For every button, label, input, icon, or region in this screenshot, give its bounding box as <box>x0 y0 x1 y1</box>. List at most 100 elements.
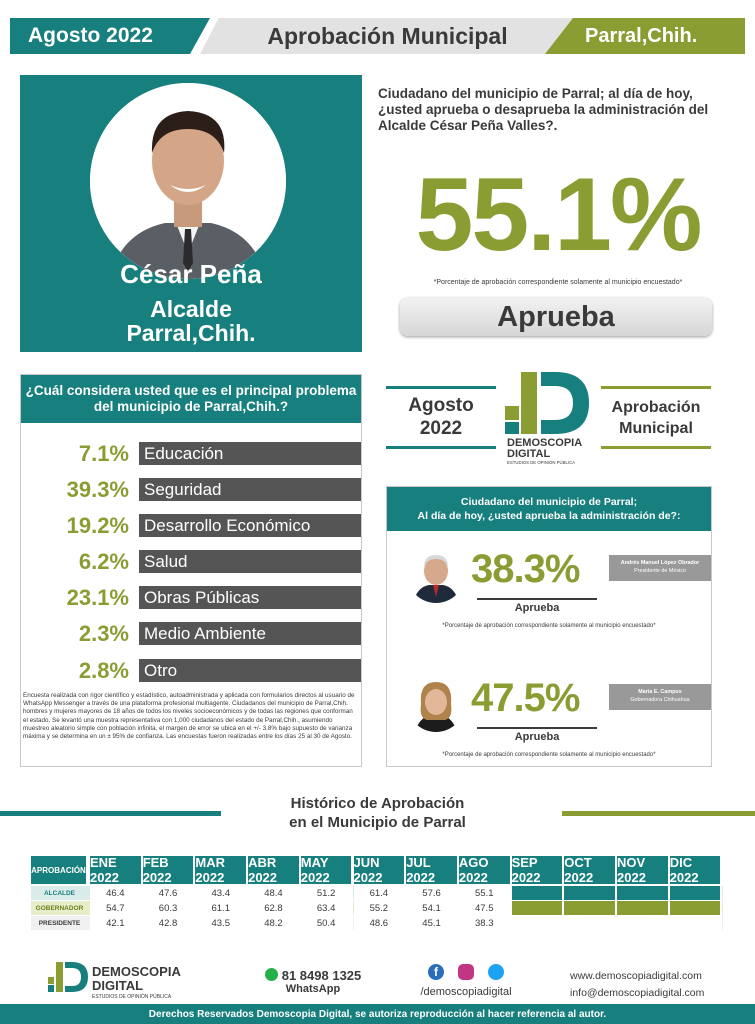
history-cell: 54.7 <box>90 901 143 915</box>
history-month-header: OCT 2022 <box>564 855 617 885</box>
history-cell: 47.5 <box>458 901 512 915</box>
history-cell <box>617 901 670 915</box>
history-cell: 55.1 <box>458 886 512 900</box>
problem-label: Obras Públicas <box>139 586 361 609</box>
survey-type-block: Aprobación Municipal <box>601 386 711 449</box>
problem-percent: 19.2% <box>66 513 129 538</box>
problem-label: Educación <box>139 442 361 465</box>
history-cell <box>669 916 723 930</box>
problem-label: Medio Ambiente <box>139 622 361 645</box>
mayor-profile-card: César Peña Alcalde Parral,Chih. <box>20 75 362 352</box>
history-cell: 47.6 <box>142 886 196 900</box>
history-month-header: SEP 2022 <box>511 855 565 885</box>
mayor-name: César Peña <box>120 259 262 289</box>
header-city: Parral,Chih. <box>545 18 745 54</box>
history-cell: 62.8 <box>248 901 301 915</box>
mayor-role: Alcalde Parral,Chih. <box>20 297 362 345</box>
header-banner: Agosto 2022 Aprobación Municipal Parral,… <box>10 18 745 54</box>
logo-name: DEMOSCOPIA <box>507 437 582 449</box>
rights-bar: Derechos Reservados Demoscopia Digital, … <box>0 1004 755 1024</box>
demoscopia-logo: DEMOSCOPIA DIGITAL ESTUDIOS DE OPINIÓN P… <box>505 372 593 466</box>
history-month-header: MAY 2022 <box>300 855 354 885</box>
instagram-icon[interactable] <box>458 964 474 980</box>
problem-percent: 39.3% <box>66 477 129 502</box>
footer-contact: www.demoscopiadigital.com info@demoscopi… <box>570 968 740 1002</box>
history-row-presidente: PRESIDENTE 42.1 42.8 43.5 48.2 50.4 48.6 45.1 3… <box>31 916 723 930</box>
history-cell: 38.3 <box>458 916 512 930</box>
survey-type-1: Aprobación <box>611 399 701 416</box>
history-cell: 61.4 <box>353 886 407 900</box>
history-cell: 57.6 <box>406 886 459 900</box>
governor-percent: 47.5% <box>471 676 580 720</box>
mayor-photo <box>90 83 286 279</box>
problem-label: Salud <box>139 550 361 573</box>
president-approval: 38.3% Aprueba Andrés Manuel López Obrado… <box>387 545 711 635</box>
approval-note: *Porcentaje de aprobación correspondient… <box>433 279 683 286</box>
history-cell <box>669 901 723 915</box>
governor-approval: 47.5% Aprueba María E. Campos Gobernador… <box>387 674 711 764</box>
history-divider-left <box>0 811 221 816</box>
twitter-icon[interactable] <box>488 964 504 980</box>
history-cell: 48.2 <box>248 916 301 930</box>
history-cell: 42.8 <box>142 916 196 930</box>
history-title-2: en el Municipio de Parral <box>289 814 466 831</box>
approval-percent: 55.1% <box>415 157 703 273</box>
history-month-header: DIC 2022 <box>669 855 723 885</box>
history-month-header: JUN 2022 <box>353 855 407 885</box>
history-cell: 45.1 <box>406 916 459 930</box>
history-month-header: FEB 2022 <box>142 855 196 885</box>
problem-percent: 2.8% <box>78 658 129 683</box>
president-note: *Porcentaje de aprobación correspondient… <box>442 623 656 629</box>
problem-percent: 7.1% <box>78 441 129 466</box>
problem-percent: 2.3% <box>78 621 129 646</box>
footer-website[interactable]: www.demoscopiadigital.com <box>570 970 702 982</box>
problem-row: 7.1% Educación <box>21 440 361 467</box>
history-cell: 61.1 <box>195 901 249 915</box>
history-month-header: JUL 2022 <box>406 855 459 885</box>
history-row-label: PRESIDENTE <box>38 919 81 927</box>
history-cell: 48.4 <box>248 886 301 900</box>
history-month-header: AGO 2022 <box>458 855 512 885</box>
header-title: Aprobación Municipal <box>200 18 575 54</box>
history-month-header: ABR 2022 <box>248 855 301 885</box>
history-cell: 43.5 <box>195 916 249 930</box>
survey-year: 2022 <box>419 418 463 439</box>
president-tag: Andrés Manuel López Obrador Presidente d… <box>609 555 711 581</box>
survey-type-2: Municipal <box>619 420 693 437</box>
problem-row: 39.3% Seguridad <box>21 476 361 503</box>
problem-row: 2.8% Otro <box>21 657 361 684</box>
history-divider-right <box>562 811 755 816</box>
history-cell <box>564 901 617 915</box>
president-photo <box>407 545 465 603</box>
governor-approval-label: Aprueba <box>514 731 560 743</box>
problem-percent: 6.2% <box>78 549 129 574</box>
footer-brand: DEMOSCOPIA <box>92 964 181 979</box>
history-cell: 43.4 <box>195 886 249 900</box>
history-cell <box>617 916 670 930</box>
history-cell <box>511 916 565 930</box>
history-cell: 42.1 <box>90 916 143 930</box>
survey-date-block: Agosto 2022 <box>386 386 496 449</box>
history-month-header: MAR 2022 <box>195 855 249 885</box>
logo-tagline: ESTUDIOS DE OPINIÓN PÚBLICA <box>507 460 575 465</box>
mayor-role-title: Alcalde <box>150 296 232 322</box>
social-handle[interactable]: /demoscopiadigital <box>420 986 512 998</box>
history-cell: 55.2 <box>353 901 407 915</box>
governor-name: María E. Campos <box>638 689 682 695</box>
problem-percent: 23.1% <box>66 585 129 610</box>
history-row-label: GOBERNADOR <box>35 904 84 912</box>
footer-whatsapp[interactable]: 81 8498 1325 WhatsApp <box>248 968 378 995</box>
history-cell <box>511 886 565 900</box>
footer-social: f /demoscopiadigital <box>414 964 518 998</box>
history-cell <box>669 886 723 900</box>
history-header-label: APROBACIÓN <box>31 856 88 884</box>
other-officials-title-2: Al día de hoy, ¿usted aprueba la adminis… <box>417 510 681 522</box>
facebook-icon[interactable]: f <box>428 964 444 980</box>
other-officials-panel: Ciudadano del municipio de Parral; Al dí… <box>386 486 712 767</box>
history-cell: 51.2 <box>300 886 354 900</box>
history-month-header: ENE 2022 <box>90 855 143 885</box>
whatsapp-number: 81 8498 1325 <box>281 968 362 983</box>
problem-label: Desarrollo Económico <box>139 514 361 537</box>
footer-email[interactable]: info@demoscopiadigital.com <box>570 987 705 999</box>
footer-brand-2: DIGITAL <box>92 978 143 993</box>
